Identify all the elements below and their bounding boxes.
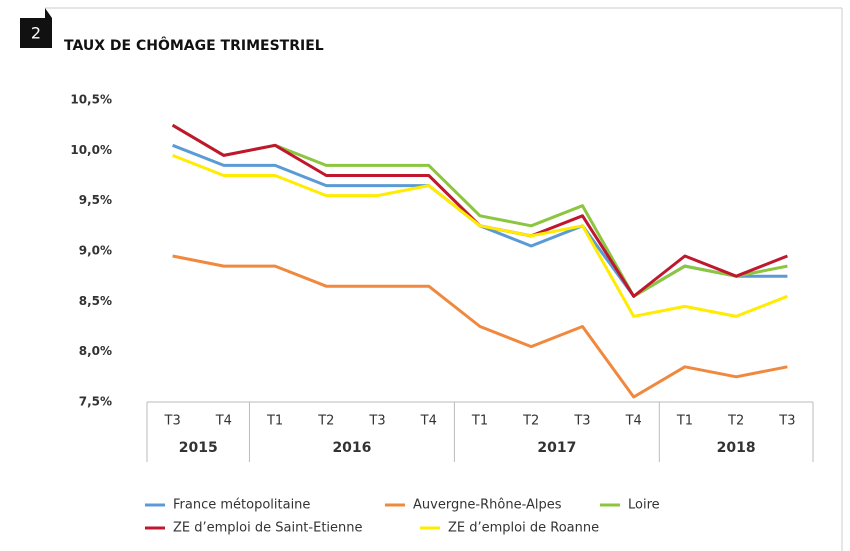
x-group-label: 2015 bbox=[179, 440, 218, 456]
y-tick-label: 9,0% bbox=[79, 244, 112, 258]
y-tick-label: 9,5% bbox=[79, 193, 112, 207]
x-group-label: 2018 bbox=[717, 440, 756, 456]
series-line bbox=[172, 154, 788, 318]
x-tick-label: T1 bbox=[266, 414, 283, 429]
series-line bbox=[172, 143, 788, 298]
x-tick-label: T2 bbox=[727, 414, 744, 429]
y-tick-label: 10,0% bbox=[70, 143, 112, 157]
badge-bg bbox=[20, 8, 52, 48]
legend-label: Loire bbox=[628, 498, 660, 513]
series-line bbox=[172, 254, 788, 399]
x-tick-label: T4 bbox=[420, 414, 437, 429]
chart-title: TAUX DE CHÔMAGE TRIMESTRIEL bbox=[64, 36, 324, 54]
x-tick-label: T1 bbox=[471, 414, 488, 429]
x-tick-label: T2 bbox=[317, 414, 334, 429]
legend-label: France métopolitaine bbox=[173, 498, 310, 513]
y-tick-label: 8,0% bbox=[79, 344, 112, 358]
legend-label: Auvergne-Rhône-Alpes bbox=[413, 498, 562, 513]
legend-label: ZE d’emploi de Roanne bbox=[448, 521, 599, 536]
y-tick-label: 8,5% bbox=[79, 294, 112, 308]
x-tick-label: T2 bbox=[522, 414, 539, 429]
series-line bbox=[171, 123, 788, 298]
legend-label: ZE d’emploi de Saint-Etienne bbox=[173, 521, 363, 536]
badge: 2 bbox=[31, 24, 41, 43]
x-group-label: 2017 bbox=[537, 440, 576, 456]
y-tick-label: 7,5% bbox=[79, 395, 112, 409]
x-tick-label: T4 bbox=[625, 414, 642, 429]
x-tick-label: T4 bbox=[215, 414, 232, 429]
x-tick-label: T1 bbox=[676, 414, 693, 429]
x-tick-label: T3 bbox=[573, 414, 590, 429]
x-tick-label: T3 bbox=[778, 414, 795, 429]
x-tick-label: T3 bbox=[368, 414, 385, 429]
y-tick-label: 10,5% bbox=[70, 93, 112, 107]
x-tick-label: T3 bbox=[164, 414, 181, 429]
series-line bbox=[171, 123, 788, 298]
x-group-label: 2016 bbox=[332, 440, 371, 456]
